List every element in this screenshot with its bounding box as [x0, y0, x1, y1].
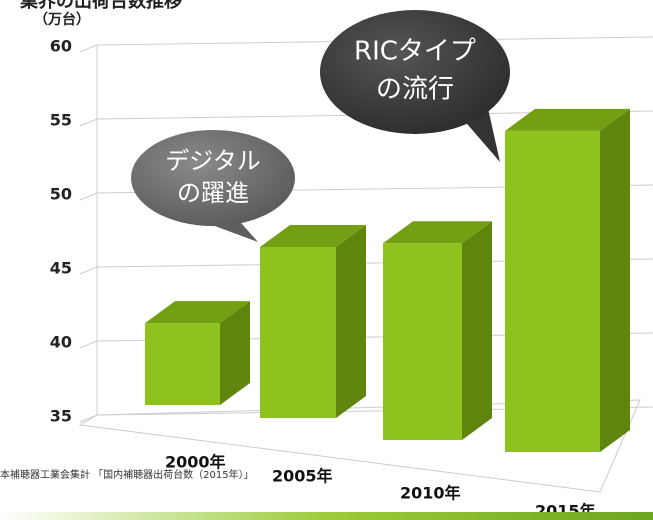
- y-tick-label: 50: [50, 185, 72, 204]
- bar-side: [220, 301, 250, 405]
- chart-title: 業界の出荷台数推移: [19, 0, 182, 12]
- y-tick-label: 35: [50, 407, 72, 426]
- bar: [145, 301, 250, 405]
- x-tick-label: 2005年: [272, 467, 333, 486]
- annotation-line: RICタイプ: [354, 37, 476, 67]
- x-tick-label: 2010年: [400, 484, 461, 503]
- bar: [260, 225, 366, 418]
- y-tick-label: 40: [50, 333, 72, 352]
- bar-front: [383, 243, 462, 440]
- y-tick-label: 55: [50, 111, 72, 130]
- bar-side: [462, 221, 492, 440]
- bar: [505, 108, 630, 452]
- bar-top: [260, 225, 366, 247]
- x-tick-label: 2000年: [165, 453, 226, 472]
- annotation-line: の躍進: [177, 179, 249, 207]
- callout-ric: RICタイプ の流行: [320, 10, 510, 162]
- y-tick-label: 45: [50, 259, 72, 278]
- bar: [383, 221, 492, 440]
- callout-digital: デジタル の躍進: [131, 130, 295, 242]
- bar-side: [336, 225, 366, 418]
- y-tick-label: 60: [50, 37, 72, 56]
- bar-front: [505, 130, 600, 452]
- bar-front: [145, 323, 220, 405]
- y-axis-unit: （万台）: [34, 11, 90, 28]
- bar-top: [145, 301, 250, 324]
- annotation-line: デジタル: [165, 147, 261, 175]
- bar-front: [260, 247, 336, 418]
- footer-band: [0, 512, 653, 520]
- source-note: 本補聴器工業会集計 「国内補聴器出荷台数（2015年）」: [0, 468, 254, 481]
- annotation-line: の流行: [376, 75, 454, 105]
- bar-top: [505, 108, 630, 131]
- bar-top: [383, 221, 492, 244]
- bar-side: [600, 108, 630, 452]
